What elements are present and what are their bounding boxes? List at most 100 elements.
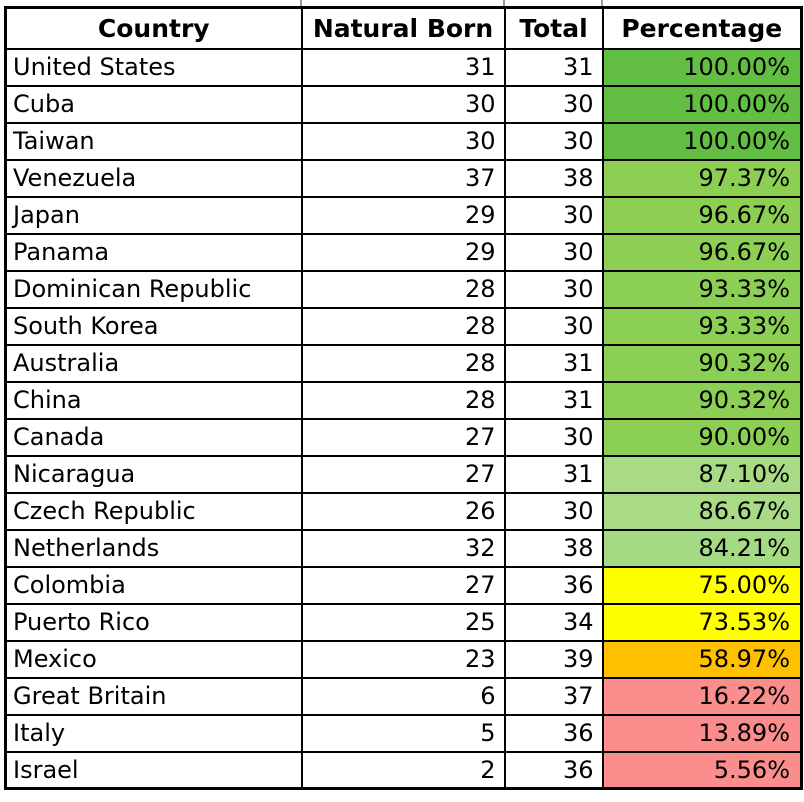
gridline-stub [503, 0, 505, 8]
percentage-cell: 93.33% [601, 306, 803, 346]
percentage-cell: 96.67% [601, 195, 803, 235]
table-row: Netherlands 32 38 84.21% [4, 528, 803, 568]
percentage-cell: 73.53% [601, 602, 803, 642]
country-cell: Dominican Republic [4, 269, 303, 309]
percentage-cell: 16.22% [601, 676, 803, 716]
col-header-total: Total [503, 6, 604, 50]
natural-born-cell: 28 [300, 269, 506, 309]
natural-born-cell: 30 [300, 84, 506, 124]
country-cell: Nicaragua [4, 454, 303, 494]
total-cell: 30 [503, 195, 604, 235]
percentage-cell: 87.10% [601, 454, 803, 494]
total-cell: 36 [503, 713, 604, 753]
table-row: Japan 29 30 96.67% [4, 195, 803, 235]
table-row: United States 31 31 100.00% [4, 47, 803, 87]
country-cell: Australia [4, 343, 303, 383]
table-row: Cuba 30 30 100.00% [4, 84, 803, 124]
natural-born-cell: 32 [300, 528, 506, 568]
total-cell: 30 [503, 491, 604, 531]
country-cell: United States [4, 47, 303, 87]
country-cell: Mexico [4, 639, 303, 679]
country-cell: South Korea [4, 306, 303, 346]
country-cell: Puerto Rico [4, 602, 303, 642]
table-row: Italy 5 36 13.89% [4, 713, 803, 753]
total-cell: 31 [503, 47, 604, 87]
total-cell: 30 [503, 417, 604, 457]
percentage-cell: 90.00% [601, 417, 803, 457]
natural-born-cell: 23 [300, 639, 506, 679]
percentage-cell: 100.00% [601, 47, 803, 87]
country-cell: China [4, 380, 303, 420]
header-row: Country Natural Born Total Percentage [4, 6, 803, 50]
percentage-cell: 58.97% [601, 639, 803, 679]
total-cell: 30 [503, 232, 604, 272]
percentage-cell: 96.67% [601, 232, 803, 272]
percentage-cell: 75.00% [601, 565, 803, 605]
total-cell: 34 [503, 602, 604, 642]
natural-born-cell: 29 [300, 195, 506, 235]
table-row: Canada 27 30 90.00% [4, 417, 803, 457]
natural-born-cell: 26 [300, 491, 506, 531]
col-header-country: Country [4, 6, 303, 50]
table-row: Panama 29 30 96.67% [4, 232, 803, 272]
natural-born-cell: 6 [300, 676, 506, 716]
table-row: Taiwan 30 30 100.00% [4, 121, 803, 161]
country-cell: Colombia [4, 565, 303, 605]
table-row: Dominican Republic 28 30 93.33% [4, 269, 803, 309]
percentage-cell: 90.32% [601, 380, 803, 420]
total-cell: 36 [503, 750, 604, 790]
country-cell: Canada [4, 417, 303, 457]
percentage-cell: 93.33% [601, 269, 803, 309]
total-cell: 39 [503, 639, 604, 679]
total-cell: 30 [503, 269, 604, 309]
total-cell: 30 [503, 84, 604, 124]
country-cell: Taiwan [4, 121, 303, 161]
natural-born-cell: 27 [300, 454, 506, 494]
percentage-cell: 100.00% [601, 121, 803, 161]
table-row: Colombia 27 36 75.00% [4, 565, 803, 605]
percentage-cell: 100.00% [601, 84, 803, 124]
country-cell: Panama [4, 232, 303, 272]
country-cell: Italy [4, 713, 303, 753]
natural-born-cell: 31 [300, 47, 506, 87]
country-cell: Netherlands [4, 528, 303, 568]
country-cell: Czech Republic [4, 491, 303, 531]
natural-born-cell: 5 [300, 713, 506, 753]
percentage-cell: 84.21% [601, 528, 803, 568]
total-cell: 36 [503, 565, 604, 605]
country-percentage-table: Country Natural Born Total Percentage Un… [4, 6, 803, 790]
table-row: Czech Republic 26 30 86.67% [4, 491, 803, 531]
total-cell: 38 [503, 158, 604, 198]
table-row: Mexico 23 39 58.97% [4, 639, 803, 679]
natural-born-cell: 27 [300, 565, 506, 605]
country-cell: Japan [4, 195, 303, 235]
natural-born-cell: 29 [300, 232, 506, 272]
natural-born-cell: 28 [300, 343, 506, 383]
col-header-percentage: Percentage [601, 6, 803, 50]
natural-born-cell: 2 [300, 750, 506, 790]
natural-born-cell: 27 [300, 417, 506, 457]
percentage-cell: 97.37% [601, 158, 803, 198]
country-cell: Israel [4, 750, 303, 790]
natural-born-cell: 30 [300, 121, 506, 161]
country-cell: Cuba [4, 84, 303, 124]
table-row: China 28 31 90.32% [4, 380, 803, 420]
natural-born-cell: 25 [300, 602, 506, 642]
total-cell: 31 [503, 343, 604, 383]
total-cell: 30 [503, 306, 604, 346]
table-row: Puerto Rico 25 34 73.53% [4, 602, 803, 642]
country-cell: Venezuela [4, 158, 303, 198]
table-row: Venezuela 37 38 97.37% [4, 158, 803, 198]
table-row: South Korea 28 30 93.33% [4, 306, 803, 346]
table-row: Nicaragua 27 31 87.10% [4, 454, 803, 494]
country-cell: Great Britain [4, 676, 303, 716]
total-cell: 38 [503, 528, 604, 568]
percentage-cell: 5.56% [601, 750, 803, 790]
table-row: Great Britain 6 37 16.22% [4, 676, 803, 716]
natural-born-cell: 37 [300, 158, 506, 198]
table-row: Israel 2 36 5.56% [4, 750, 803, 790]
natural-born-cell: 28 [300, 306, 506, 346]
gridline-stub [601, 0, 603, 8]
percentage-cell: 90.32% [601, 343, 803, 383]
